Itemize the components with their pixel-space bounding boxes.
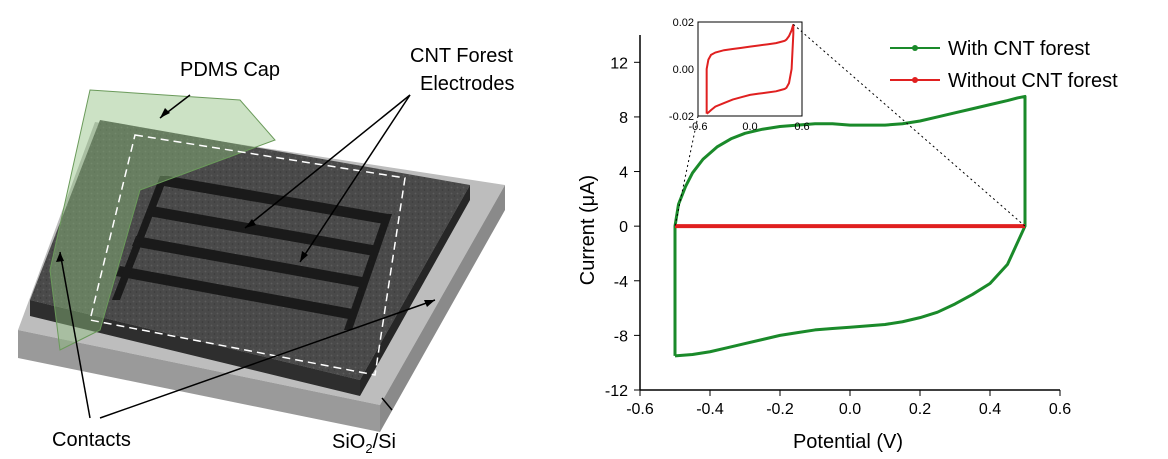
inset-x-tick-label: -0.6 xyxy=(689,121,708,133)
legend-marker-1 xyxy=(912,45,918,51)
cnt-slab-front xyxy=(30,300,360,396)
inset-x-tick-label: 0.0 xyxy=(742,121,757,133)
y-tick-label: -8 xyxy=(614,328,628,345)
series-line-1 xyxy=(673,94,1027,358)
label-pdms-cap: PDMS Cap xyxy=(180,59,280,81)
legend-marker-2 xyxy=(912,77,918,83)
inset-series-line xyxy=(705,24,795,115)
substrate-side-right xyxy=(380,185,505,432)
chart-axes: -0.6 -0.4 -0.2 0.0 0.2 0.4 0.6 -12 -8 -4 0 4 8 12 xyxy=(605,35,1071,418)
pdms-cap xyxy=(49,89,276,351)
legend-label-2: Without CNT forest xyxy=(948,70,1118,92)
zoom-guide-right xyxy=(793,23,1026,227)
electrode-trenches xyxy=(112,176,392,330)
x-tick-label: 0.0 xyxy=(839,401,861,418)
label-electrodes: Electrodes xyxy=(420,73,515,95)
x-tick-label: 0.2 xyxy=(909,401,931,418)
chart-legend: With CNT forest Without CNT forest xyxy=(890,38,1118,92)
x-axis-label: Potential (V) xyxy=(793,431,903,453)
y-tick-label: -4 xyxy=(614,274,628,291)
pointer-arrows xyxy=(59,94,436,419)
chart-series xyxy=(673,94,1027,358)
inset-frame xyxy=(697,21,803,117)
label-cnt-forest: CNT Forest xyxy=(410,45,513,67)
x-tick-label: -0.6 xyxy=(626,401,654,418)
x-tick-label: -0.2 xyxy=(766,401,794,418)
label-contacts: Contacts xyxy=(52,429,131,451)
y-tick-label: 4 xyxy=(619,165,628,182)
x-tick-label: 0.6 xyxy=(1049,401,1071,418)
cnt-slab-right xyxy=(360,185,470,396)
legend-label-1: With CNT forest xyxy=(948,38,1090,60)
y-tick-label: 0 xyxy=(619,219,628,236)
inset-y-tick-label: 0.00 xyxy=(673,64,694,76)
cnt-forest-slab xyxy=(30,120,470,380)
inset-x-tick-label: 0.6 xyxy=(794,121,809,133)
y-tick-label: -12 xyxy=(605,383,628,400)
inset-y-tick-label: 0.02 xyxy=(673,17,694,29)
chart-inset: -0.6 0.0 0.6 -0.02 0.00 0.02 xyxy=(669,17,1026,227)
y-tick-label: 12 xyxy=(610,55,628,72)
y-axis-label: Current (μA) xyxy=(577,175,599,285)
device-schematic: PDMS Cap CNT Forest Electrodes Contacts … xyxy=(18,45,515,456)
x-tick-label: 0.4 xyxy=(979,401,1001,418)
zoom-guide-left xyxy=(674,115,699,227)
label-substrate: SiO2/Si xyxy=(332,431,396,456)
substrate-side xyxy=(18,330,380,432)
inset-y-tick-label: -0.02 xyxy=(669,111,694,123)
y-tick-label: 8 xyxy=(619,110,628,127)
x-tick-label: -0.4 xyxy=(696,401,724,418)
device-outline xyxy=(89,134,406,376)
cv-chart: -0.6 -0.4 -0.2 0.0 0.2 0.4 0.6 -12 -8 -4 0 4 8 12 -0.… xyxy=(577,17,1118,453)
arrow-heads xyxy=(56,108,435,307)
